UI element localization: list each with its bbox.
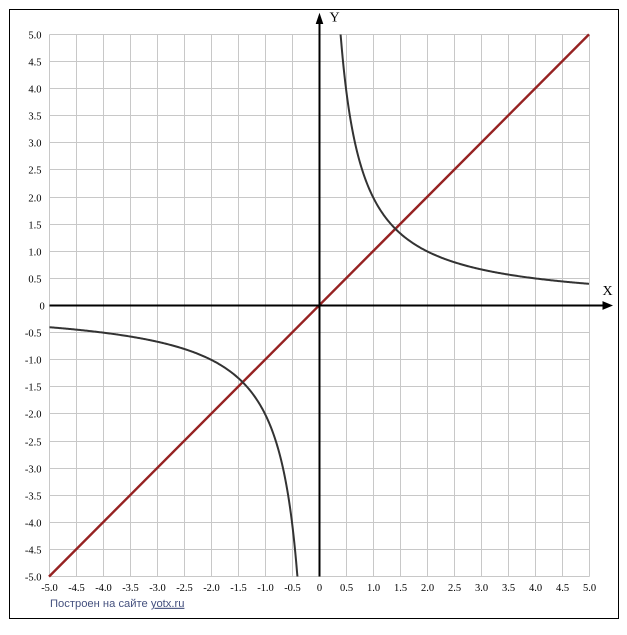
svg-text:-3.0: -3.0 [149,583,166,594]
svg-text:0: 0 [39,301,44,312]
svg-text:-3.5: -3.5 [122,583,139,594]
svg-text:0: 0 [317,583,322,594]
svg-text:0.5: 0.5 [340,583,353,594]
svg-text:-1.0: -1.0 [25,355,42,366]
svg-text:1.5: 1.5 [28,220,41,231]
svg-text:-3.5: -3.5 [25,491,42,502]
svg-text:-0.5: -0.5 [284,583,301,594]
svg-text:-4.5: -4.5 [68,583,85,594]
svg-text:2.5: 2.5 [448,583,461,594]
svg-text:3.0: 3.0 [28,138,41,149]
svg-text:4.0: 4.0 [529,583,542,594]
svg-text:3.5: 3.5 [502,583,515,594]
svg-text:0.5: 0.5 [28,274,41,285]
svg-text:1.0: 1.0 [28,247,41,258]
svg-text:5.0: 5.0 [583,583,596,594]
svg-text:Построен на сайте yotx.ru: Построен на сайте yotx.ru [50,598,184,610]
svg-text:1.0: 1.0 [367,583,380,594]
svg-text:3.0: 3.0 [475,583,488,594]
svg-text:-2.5: -2.5 [176,583,193,594]
svg-text:-1.5: -1.5 [230,583,247,594]
svg-text:3.5: 3.5 [28,111,41,122]
svg-text:-2.0: -2.0 [25,409,42,420]
svg-text:4.5: 4.5 [28,57,41,68]
svg-text:-4.5: -4.5 [25,545,42,556]
svg-text:1.5: 1.5 [394,583,407,594]
svg-text:5.0: 5.0 [28,30,41,41]
svg-text:4.0: 4.0 [28,84,41,95]
svg-text:-4.0: -4.0 [95,583,112,594]
svg-text:4.5: 4.5 [556,583,569,594]
svg-text:2.5: 2.5 [28,165,41,176]
svg-text:X: X [603,284,613,299]
svg-text:2.0: 2.0 [421,583,434,594]
svg-text:-0.5: -0.5 [25,328,42,339]
svg-text:-4.0: -4.0 [25,518,42,529]
svg-text:-3.0: -3.0 [25,464,42,475]
svg-text:-5.0: -5.0 [41,583,58,594]
svg-text:-2.5: -2.5 [25,437,42,448]
svg-text:-5.0: -5.0 [25,572,42,583]
svg-text:-1.5: -1.5 [25,382,42,393]
svg-text:-2.0: -2.0 [203,583,220,594]
svg-text:Y: Y [330,11,340,26]
svg-text:-1.0: -1.0 [257,583,274,594]
svg-text:2.0: 2.0 [28,193,41,204]
